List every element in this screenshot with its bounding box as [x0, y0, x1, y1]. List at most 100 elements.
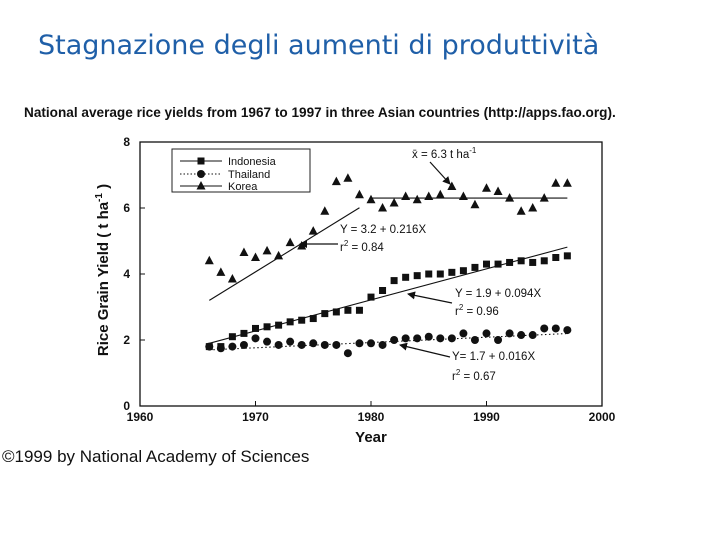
data-point-thailand: [263, 337, 272, 346]
data-point-korea: [458, 191, 468, 200]
regression-lines: [209, 197, 568, 351]
data-point-korea: [239, 247, 249, 257]
annotation-indonesia-equation: Y = 1.9 + 0.094X: [455, 288, 541, 300]
copyright-notice: ©1999 by National Academy of Sciences: [2, 447, 310, 466]
data-point-korea: [424, 191, 434, 200]
annotation-korea-r2: r2 = 0.84: [340, 239, 384, 254]
data-point-indonesia: [321, 310, 329, 318]
data-point-korea: [343, 173, 353, 182]
data-point-korea: [251, 252, 260, 261]
data-point-korea: [539, 193, 549, 202]
data-point-thailand: [482, 329, 491, 338]
data-point-thailand: [528, 331, 537, 340]
axes: 1960 1970 1980 1990 2000 0 2 4 6 8: [123, 135, 615, 424]
y-tick-label: 6: [123, 201, 130, 215]
data-point-indonesia: [425, 270, 433, 278]
data-point-korea: [528, 203, 538, 212]
data-point-indonesia: [494, 260, 502, 268]
series-indonesia: [205, 252, 571, 351]
y-tick-label: 4: [123, 267, 130, 281]
data-point-indonesia: [263, 323, 271, 331]
legend-label-thailand: Thailand: [228, 169, 270, 181]
data-point-indonesia: [517, 257, 525, 265]
slide-title: Stagnazione degli aumenti di produttivit…: [38, 30, 600, 61]
y-tick-label: 0: [123, 399, 130, 413]
annotation-indonesia-r2: r2 = 0.96: [455, 303, 499, 318]
data-point-thailand: [459, 329, 468, 338]
data-point-thailand: [424, 332, 433, 341]
data-point-thailand: [494, 336, 503, 344]
data-point-thailand: [563, 326, 572, 335]
legend-box: [171, 148, 311, 193]
data-point-thailand: [390, 336, 399, 344]
arrow-korea-mean: [429, 161, 451, 185]
data-point-indonesia: [355, 306, 363, 314]
data-point-korea: [262, 245, 272, 255]
series-thailand: [205, 324, 572, 358]
data-point-indonesia: [379, 287, 387, 294]
data-point-korea: [378, 203, 388, 212]
data-point-thailand: [447, 334, 456, 343]
data-point-korea: [389, 198, 399, 207]
data-point-indonesia: [286, 318, 294, 326]
x-tick-label: 1970: [242, 410, 269, 424]
data-point-korea: [366, 194, 376, 204]
data-point-korea: [482, 183, 491, 192]
data-point-thailand: [470, 336, 479, 344]
x-tick-label: 2000: [589, 410, 616, 424]
data-point-thailand: [540, 324, 549, 333]
arrow-indonesia-equation: [407, 291, 453, 304]
annotation-korea-mean: x̄ = 6.3 t ha-1: [412, 146, 477, 161]
series-korea: [204, 173, 572, 283]
data-point-thailand: [216, 344, 225, 353]
data-point-thailand: [332, 340, 341, 349]
data-point-thailand: [367, 339, 375, 348]
data-point-thailand: [505, 329, 514, 338]
data-point-indonesia: [390, 277, 398, 285]
data-point-korea: [505, 193, 515, 202]
data-point-indonesia: [563, 252, 571, 260]
data-point-indonesia: [240, 329, 248, 337]
chart-title: National average rice yields from 1967 t…: [24, 105, 616, 120]
legend-label-korea: Korea: [228, 181, 258, 193]
legend-marker-indonesia: [197, 157, 205, 165]
legend: Indonesia Thailand Korea: [171, 148, 311, 193]
data-point-indonesia: [529, 258, 537, 266]
x-tick-label: 1990: [473, 410, 500, 424]
y-axis-title: Rice Grain Yield ( t ha-1 ): [94, 184, 112, 356]
data-point-indonesia: [483, 260, 490, 268]
legend-label-indonesia: Indonesia: [228, 156, 277, 168]
data-point-korea: [516, 206, 526, 215]
data-point-indonesia: [228, 333, 236, 341]
data-point-korea: [401, 191, 411, 200]
arrow-thailand-equation: [399, 342, 451, 358]
data-point-korea: [204, 255, 214, 265]
data-point-korea: [435, 189, 445, 199]
data-point-indonesia: [275, 321, 283, 329]
data-point-korea: [551, 178, 561, 187]
data-point-korea: [308, 226, 318, 235]
data-point-korea: [493, 186, 503, 195]
data-point-thailand: [320, 340, 329, 349]
data-point-korea: [470, 199, 480, 209]
data-point-thailand: [378, 340, 387, 349]
y-tick-label: 2: [123, 333, 130, 347]
regression-line-korea: [209, 207, 360, 301]
data-point-indonesia: [459, 267, 467, 275]
data-point-indonesia: [298, 316, 306, 324]
data-point-indonesia: [344, 306, 352, 314]
y-tick-label: 8: [123, 135, 130, 149]
data-point-indonesia: [413, 272, 421, 280]
data-point-thailand: [551, 324, 560, 333]
data-point-indonesia: [402, 273, 410, 281]
data-point-indonesia: [471, 263, 479, 271]
data-points: [204, 173, 572, 358]
data-point-indonesia: [436, 270, 444, 278]
data-point-thailand: [436, 334, 445, 343]
data-point-thailand: [251, 334, 260, 343]
data-point-indonesia: [540, 257, 548, 265]
data-point-korea: [447, 181, 457, 191]
data-point-thailand: [517, 331, 526, 340]
data-point-indonesia: [252, 324, 259, 332]
